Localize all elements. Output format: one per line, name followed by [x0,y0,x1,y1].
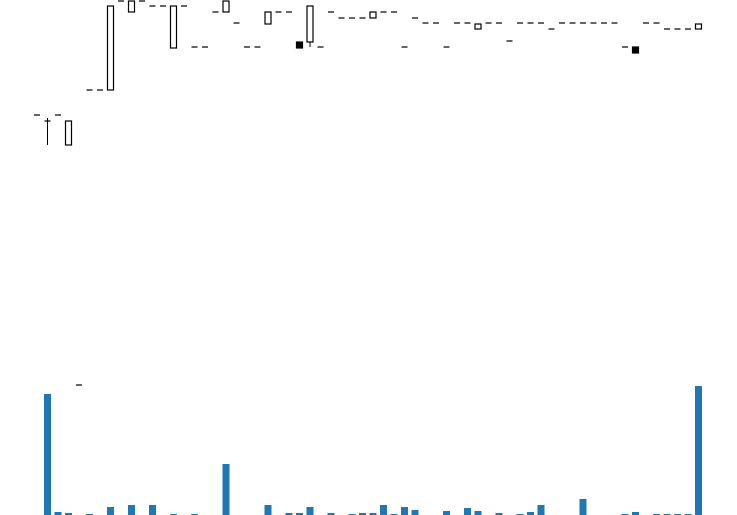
candle-body [369,11,377,19]
candle-body [64,120,73,146]
candle-body [106,5,115,91]
volume-bar [474,511,482,515]
volume-bar [443,511,450,515]
volume-bar [369,513,377,515]
candle-body [474,23,482,30]
volume-bar [128,505,135,515]
volume-bar [579,499,587,515]
volume-bar [359,513,366,515]
volume-bar [632,512,639,515]
volume-bar [464,508,471,515]
volume-bar [264,505,272,515]
volume-bar [107,507,114,515]
volume-bar [495,513,503,515]
volume-bar [695,386,702,515]
volume-bar [285,513,293,515]
volume-bar [296,513,303,515]
volume-bar [527,512,534,515]
candle-body [631,46,640,54]
candle-body [222,0,230,13]
volume-bar [327,513,335,515]
volume-bar [54,512,62,515]
candle-body [694,23,703,30]
volume-bar [411,510,419,515]
candle-body [295,41,304,49]
volume-bar [222,464,230,515]
volume-bar [65,513,72,515]
volume-bar [537,505,545,515]
candle-body [169,5,178,49]
volume-bar [44,394,51,515]
candle-body [264,11,272,25]
volume-bar [380,505,387,515]
candle-body [306,5,314,43]
volume-bar [306,507,314,515]
volume-bar [149,505,156,515]
candle-body [127,0,136,13]
volume-bar [401,507,408,515]
